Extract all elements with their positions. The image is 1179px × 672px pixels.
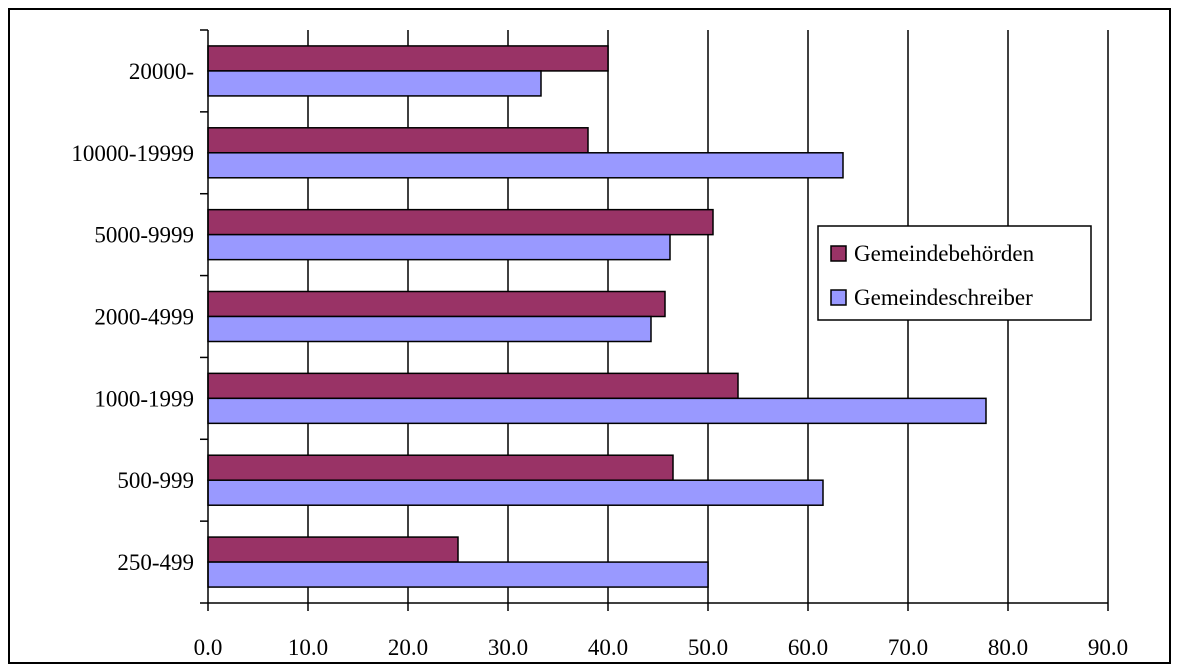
category-label: 500-999 — [117, 468, 194, 493]
legend-box — [817, 225, 1092, 321]
category-label: 1000-1999 — [94, 386, 194, 411]
bar-gemeindeschreiber — [207, 70, 542, 97]
x-tick-label: 90.0 — [1088, 635, 1128, 660]
category-label: 10000-19999 — [71, 141, 194, 166]
bar-gemeindebehoerden — [207, 45, 609, 72]
x-tick-label: 20.0 — [388, 635, 428, 660]
category-label: 20000- — [129, 59, 194, 84]
category-label: 250-499 — [117, 550, 194, 575]
category-labels: 20000- 10000-19999 5000-9999 2000-4999 1000-… — [71, 29, 208, 604]
legend-swatch — [830, 289, 847, 306]
bar-gemeindebehoerden — [207, 290, 666, 318]
legend-label: Gemeindeschreiber — [854, 285, 1033, 310]
x-tick-labels: 0.0 10.0 20.0 30.0 40.0 50.0 60.0 70.0 80.0 90.0 — [194, 603, 1128, 660]
legend-swatch — [830, 245, 847, 262]
legend-label: Gemeindebehörden — [854, 241, 1035, 266]
bar-gemeindeschreiber — [207, 479, 824, 506]
x-tick-label: 30.0 — [488, 635, 528, 660]
bar-gemeindebehoerden — [207, 454, 674, 481]
x-tick-label: 80.0 — [988, 635, 1028, 660]
bar-gemeindebehoerden — [207, 372, 739, 400]
bar-gemeindebehoerden — [207, 208, 714, 236]
bar-gemeindeschreiber — [207, 152, 844, 179]
legend: Gemeindebehörden Gemeindeschreiber — [817, 225, 1092, 321]
bar-gemeindeschreiber — [207, 315, 652, 343]
bar-gemeindeschreiber — [207, 561, 709, 588]
x-tick-label: 40.0 — [588, 635, 628, 660]
bar-gemeindeschreiber — [207, 397, 987, 425]
axes — [207, 30, 1108, 604]
x-tick-label: 50.0 — [688, 635, 728, 660]
x-tick-label: 0.0 — [194, 635, 223, 660]
x-tick-label: 10.0 — [288, 635, 328, 660]
bars — [207, 45, 987, 588]
bar-gemeindebehoerden — [207, 127, 589, 154]
category-label: 5000-9999 — [94, 223, 194, 248]
bar-gemeindebehoerden — [207, 536, 459, 563]
bar-gemeindeschreiber — [207, 233, 671, 261]
x-tick-label: 70.0 — [888, 635, 928, 660]
x-tick-label: 60.0 — [788, 635, 828, 660]
gridlines — [307, 30, 1109, 603]
category-label: 2000-4999 — [94, 305, 194, 330]
